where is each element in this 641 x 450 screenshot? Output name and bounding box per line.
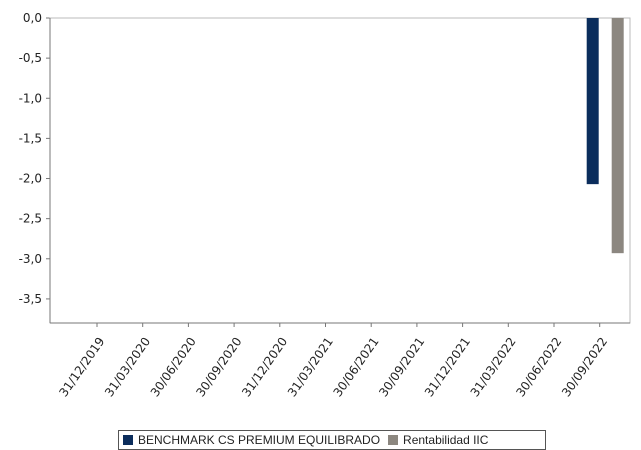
y-tick-label: -2,0 [19,172,42,186]
plot-area-border [49,17,631,324]
x-tick-label: 31/03/2020 [102,335,153,400]
x-tick-label: 30/06/2020 [148,335,199,400]
y-tick-label: -0,5 [19,51,42,65]
x-tick-label: 31/12/2021 [422,335,473,400]
x-tick-label: 31/12/2019 [56,335,107,400]
x-tick-label: 31/03/2022 [468,335,519,400]
legend-item-benchmark: BENCHMARK CS PREMIUM EQUILIBRADO [123,433,380,447]
y-tick-label: -1,0 [19,91,42,105]
x-axis-labels: 31/12/201931/03/202030/06/202030/09/2020… [56,323,610,399]
bar-rentabilidad-11 [611,18,624,254]
y-tick-label: -3,0 [19,252,42,266]
legend-label-rentabilidad: Rentabilidad IIC [403,433,489,447]
y-axis-labels: 0,0 -0,5 -1,0 -1,5 -2,0 -2,5 -3,0 -3,5 [19,11,50,306]
legend: BENCHMARK CS PREMIUM EQUILIBRADO Rentabi… [118,430,546,450]
legend-label-benchmark: BENCHMARK CS PREMIUM EQUILIBRADO [138,433,381,447]
x-tick-label: 30/06/2021 [331,335,382,400]
legend-item-rentabilidad: Rentabilidad IIC [388,433,488,447]
bar-benchmark-11 [586,18,599,185]
x-tick-label: 30/06/2022 [513,335,564,400]
y-tick-label: 0,0 [23,11,42,25]
y-tick-label: -3,5 [19,292,42,306]
y-tick-label: -1,5 [19,131,42,145]
x-tick-label: 30/09/2021 [376,335,427,400]
bars [586,18,624,254]
legend-swatch-rentabilidad [388,435,399,445]
x-tick-label: 31/12/2020 [239,335,290,400]
y-tick-label: -2,5 [19,212,42,226]
x-tick-label: 30/09/2020 [193,335,244,400]
x-tick-label: 30/09/2022 [559,335,610,400]
legend-swatch-benchmark [123,435,133,445]
plot-frame [49,17,631,324]
x-tick-label: 31/03/2021 [285,335,336,400]
